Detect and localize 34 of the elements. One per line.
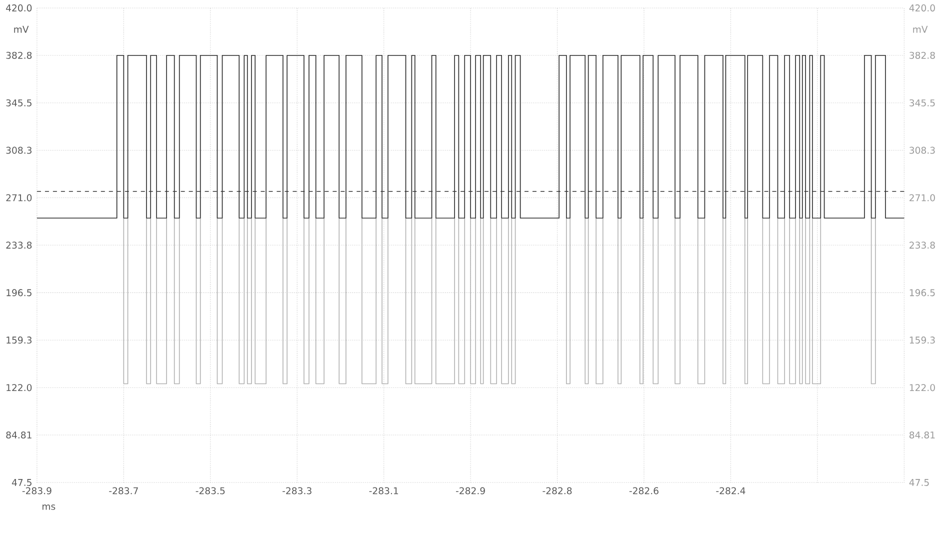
y2-tick-label: 271.0 bbox=[910, 194, 935, 202]
y-tick-label: 345.5 bbox=[6, 99, 32, 106]
y-tick-label: 382.8 bbox=[6, 52, 32, 59]
x-tick-label: -282.6 bbox=[629, 487, 658, 494]
y2-tick-label: 84.81 bbox=[909, 431, 935, 438]
y-tick-label: 159.3 bbox=[6, 336, 32, 344]
x-tick-label: -282.8 bbox=[542, 487, 572, 494]
y2-tick-label: 345.5 bbox=[910, 99, 935, 106]
x-tick-label: -282.4 bbox=[716, 487, 746, 494]
y2-tick-label: 159.3 bbox=[910, 336, 935, 344]
y2-tick-label: 233.8 bbox=[910, 241, 935, 248]
y-tick-label: 233.8 bbox=[6, 241, 32, 248]
y-tick-label: 271.0 bbox=[6, 194, 32, 202]
y2-axis-title: mV bbox=[913, 26, 928, 32]
y-axis-title: mV bbox=[14, 26, 29, 32]
y2-tick-label: 308.3 bbox=[910, 146, 935, 154]
x-axis-title: ms bbox=[42, 504, 56, 510]
y-tick-label: 196.5 bbox=[6, 288, 32, 296]
y-tick-label: 308.3 bbox=[6, 146, 32, 154]
x-tick-label: -282.9 bbox=[456, 487, 485, 494]
x-tick-label: -283.9 bbox=[22, 487, 52, 494]
x-tick-label: -283.5 bbox=[196, 487, 225, 494]
y2-tick-label: 196.5 bbox=[910, 288, 935, 296]
y2-tick-label: 47.5 bbox=[909, 478, 929, 486]
x-tick-label: -283.3 bbox=[282, 487, 312, 494]
y2-tick-label: 122.0 bbox=[910, 384, 935, 391]
y2-tick-label: 382.8 bbox=[910, 52, 935, 59]
x-tick-label: -283.7 bbox=[109, 487, 138, 494]
y2-tick-label: 420.0 bbox=[909, 4, 935, 12]
x-tick-label: -283.1 bbox=[369, 487, 398, 494]
y-tick-label: 122.0 bbox=[6, 384, 32, 391]
y-tick-label: 420.0 bbox=[6, 4, 32, 12]
y-tick-label: 84.81 bbox=[6, 431, 32, 438]
y-tick-label: 47.5 bbox=[12, 478, 32, 486]
